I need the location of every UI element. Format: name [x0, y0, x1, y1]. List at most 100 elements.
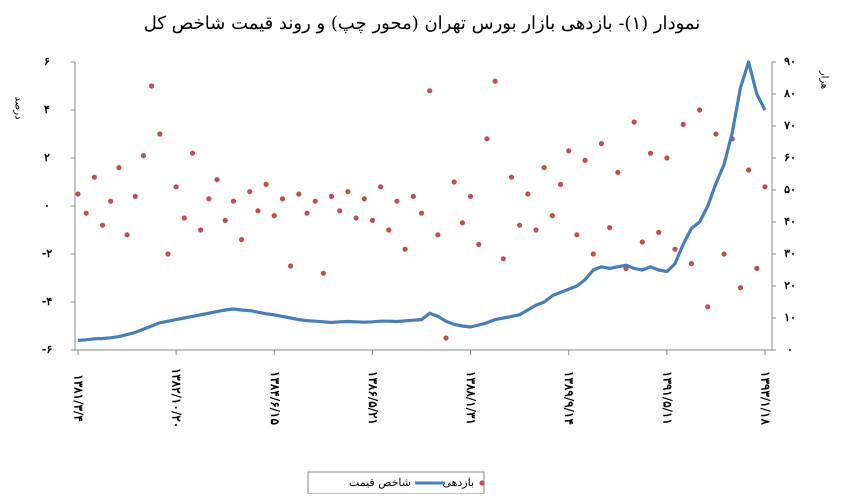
return-dot [721, 251, 727, 257]
return-dot [353, 215, 359, 221]
return-dot [467, 193, 474, 199]
y2-axis-label: هزار [819, 70, 830, 89]
y-tick-label: ۶ [44, 55, 50, 68]
return-dot [378, 184, 384, 190]
y-tick-label: -۲ [42, 247, 53, 260]
x-tick-label: ۱۳۸۲/۱۰/۲۰ [170, 368, 184, 428]
return-dot [410, 193, 416, 199]
return-dot [304, 210, 310, 216]
return-dot [255, 208, 261, 214]
return-dot [664, 155, 670, 161]
return-dot [132, 193, 138, 199]
x-tick-label: ۱۳۸۹/۹/۱۴ [562, 371, 576, 425]
return-dot [500, 256, 506, 262]
y2-tick-label: ٠ [787, 343, 793, 356]
return-dot [320, 270, 326, 276]
y2-tick-label: ۷۰ [783, 119, 796, 132]
return-dot [435, 232, 441, 238]
y2-tick-label: ۲۰ [784, 279, 796, 292]
return-dot [198, 227, 204, 233]
return-dot [99, 222, 106, 228]
return-dot [296, 191, 302, 197]
return-dot [443, 335, 449, 341]
return-dot [181, 215, 187, 221]
return-dot [402, 246, 408, 252]
return-dot [230, 198, 236, 204]
return-dot [737, 285, 744, 291]
return-dot [157, 131, 163, 137]
return-dot [688, 261, 694, 267]
return-dot [615, 169, 621, 175]
return-dot [492, 78, 498, 84]
return-dot [238, 237, 245, 243]
return-dot [557, 181, 564, 187]
return-dot [541, 165, 547, 171]
price-line [77, 60, 767, 342]
return-dot [328, 193, 335, 199]
legend-swatch [479, 480, 485, 486]
x-tick-label: ۱۳۹۳/۱/۱۸ [759, 371, 773, 425]
return-dot [206, 196, 212, 202]
return-dot [705, 304, 711, 310]
return-dot [598, 141, 605, 147]
return-dot [418, 210, 425, 216]
return-dot [189, 150, 196, 156]
return-dot [312, 198, 318, 204]
y2-tick-label: ۵۰ [784, 183, 796, 196]
return-dot [607, 225, 613, 231]
return-dot [149, 83, 155, 89]
return-dot [279, 196, 286, 202]
return-dot [566, 148, 572, 154]
return-dot [345, 189, 351, 195]
y2-tick-label: ۴۰ [784, 215, 796, 228]
return-dot [746, 167, 752, 173]
return-dot [165, 251, 171, 257]
y2-tick-label: ۳۰ [784, 247, 796, 260]
return-dot [222, 217, 228, 223]
return-dot [754, 265, 760, 271]
chart-title: نمودار (۱)- بازدهی بازار بورس تهران (محو… [144, 13, 701, 34]
return-dot [631, 119, 637, 125]
return-dot [386, 227, 392, 233]
return-dot [427, 88, 433, 94]
y2-tick-label: ۸۰ [783, 87, 796, 100]
return-dot [83, 210, 89, 216]
return-dot [214, 177, 220, 183]
return-dot [91, 174, 97, 180]
y2-tick-label: ۶۰ [784, 151, 796, 164]
return-dot [590, 251, 596, 257]
return-dot [173, 184, 179, 190]
y-tick-label: ۲ [44, 151, 50, 164]
x-tick-label: ۱۳۸۱/۳/۴ [72, 374, 86, 421]
return-dot [140, 153, 147, 159]
return-dot [394, 198, 400, 204]
return-dot [476, 241, 482, 247]
x-tick-label: ۱۳۸۸/۱/۳۱ [464, 371, 478, 425]
return-dot [549, 213, 555, 219]
return-dot [75, 191, 81, 197]
return-dot [508, 174, 515, 180]
return-dot [713, 131, 719, 137]
return-dot [124, 232, 130, 238]
x-tick-label: ۱۳۸۶/۵/۲۱ [366, 371, 380, 425]
return-dot [533, 227, 539, 233]
return-dot [574, 232, 580, 238]
y-tick-label: ٠ [44, 199, 50, 212]
return-dot [337, 208, 343, 214]
return-dot [361, 196, 367, 202]
return-dot [647, 150, 654, 156]
return-dot [459, 220, 465, 226]
y-axis-label: درصد [13, 96, 24, 119]
return-dot [369, 217, 376, 223]
return-dot [116, 165, 122, 171]
y-tick-label: -۴ [42, 295, 53, 308]
return-dot [680, 121, 686, 127]
legend-label: شاخص قیمت [349, 476, 411, 489]
return-dot [672, 246, 678, 252]
return-dot [696, 107, 703, 113]
return-dot [517, 222, 523, 228]
return-dot [247, 189, 253, 195]
y2-tick-label: ۱۰ [784, 311, 796, 324]
y-tick-label: -۶ [42, 343, 53, 356]
